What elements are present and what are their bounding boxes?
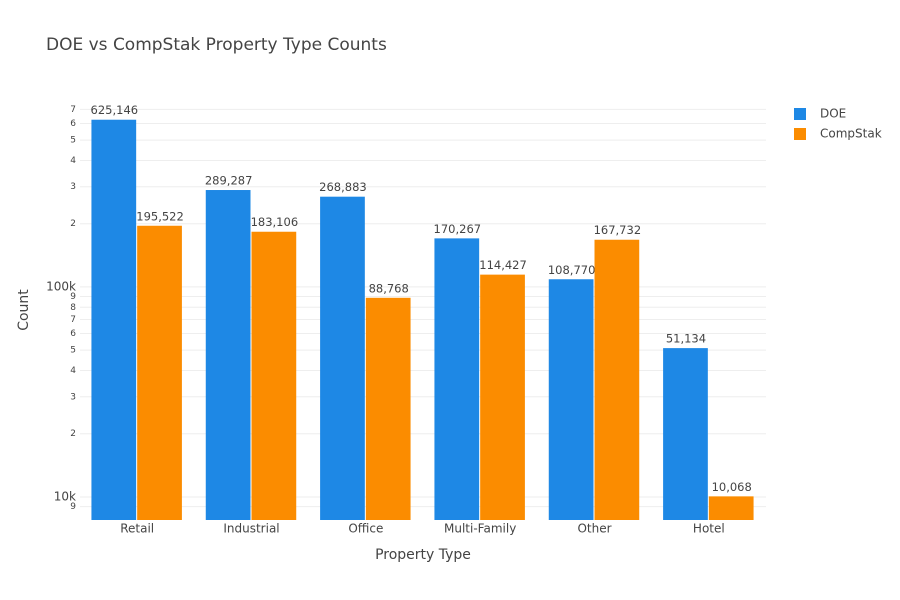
x-tick-label: Industrial — [223, 522, 279, 536]
y-tick-label: 100k — [46, 279, 76, 293]
y-tick-label: 5 — [70, 136, 76, 146]
bar — [548, 279, 594, 520]
x-tick-label: Hotel — [693, 522, 725, 536]
y-tick-label: 10k — [54, 489, 76, 503]
value-label: 170,267 — [434, 222, 482, 236]
y-tick-label: 6 — [70, 329, 76, 339]
y-tick-label: 9 — [70, 502, 76, 512]
bar — [594, 239, 640, 520]
y-tick-label: 6 — [70, 119, 76, 129]
x-axis-title: Property Type — [375, 547, 471, 563]
bar — [663, 348, 708, 520]
value-label: 289,287 — [205, 174, 253, 188]
legend-swatch — [794, 108, 806, 120]
value-label: 114,427 — [479, 258, 527, 272]
x-tick-label: Office — [348, 522, 383, 536]
value-label: 108,770 — [548, 263, 596, 277]
y-tick-label: 7 — [70, 315, 76, 325]
x-tick-label: Other — [577, 522, 611, 536]
value-label: 195,522 — [136, 209, 184, 223]
value-label: 183,106 — [251, 215, 299, 229]
value-label: 625,146 — [91, 103, 139, 117]
value-label: 167,732 — [594, 223, 642, 237]
bar — [137, 225, 182, 520]
value-label: 268,883 — [319, 180, 367, 194]
y-tick-label: 3 — [70, 182, 76, 192]
y-tick-label: 2 — [70, 219, 76, 229]
y-tick-label: 5 — [70, 346, 76, 356]
bar — [365, 297, 411, 520]
value-label: 51,134 — [666, 332, 706, 346]
x-tick-label: Retail — [120, 522, 154, 536]
bar — [91, 119, 137, 520]
chart-title: DOE vs CompStak Property Type Counts — [46, 35, 387, 55]
y-tick-label: 9 — [70, 292, 76, 302]
y-tick-label: 8 — [70, 303, 76, 313]
x-tick-label: Multi-Family — [444, 522, 516, 536]
bar — [205, 190, 251, 520]
value-label: 10,068 — [712, 480, 752, 494]
bar — [434, 238, 480, 520]
y-tick-label: 4 — [70, 366, 76, 376]
y-tick-label: 7 — [70, 105, 76, 115]
y-tick-label: 3 — [70, 392, 76, 402]
bar — [708, 496, 754, 520]
bar — [480, 274, 525, 520]
legend-swatch — [794, 128, 806, 140]
y-tick-label: 4 — [70, 156, 76, 166]
y-tick-label: 2 — [70, 429, 76, 439]
value-label: 88,768 — [369, 281, 409, 295]
legend-label: DOE — [820, 107, 846, 121]
legend-label: CompStak — [820, 127, 882, 141]
bar — [320, 196, 365, 520]
bar — [251, 231, 297, 520]
y-axis-title: Count — [16, 289, 32, 331]
